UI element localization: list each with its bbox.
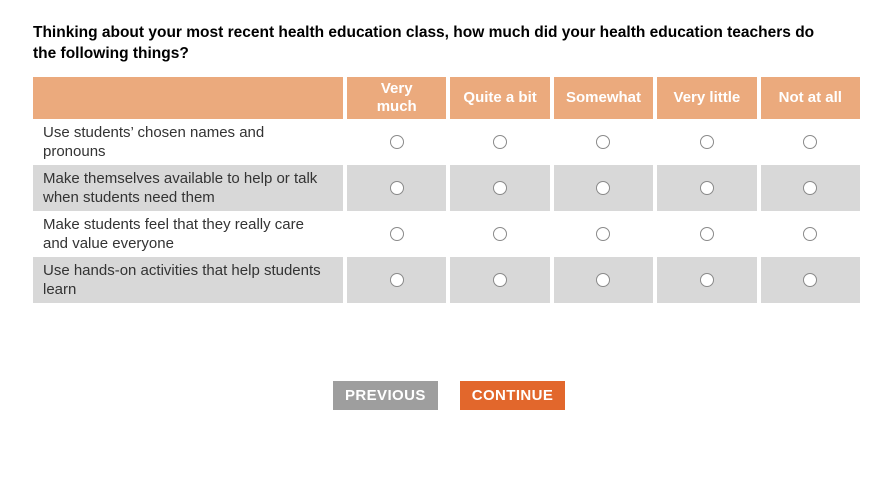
radio-r2-quite-a-bit[interactable] xyxy=(493,181,508,195)
row-label-really-care-value: Make students feel that they really care… xyxy=(33,211,343,257)
cell-r1-c5 xyxy=(760,119,860,165)
question-text: Thinking about your most recent health e… xyxy=(33,24,815,62)
radio-r2-not-at-all[interactable] xyxy=(803,181,818,195)
radio-r4-somewhat[interactable] xyxy=(596,273,611,287)
cell-r4-c4 xyxy=(657,257,757,303)
cell-r4-c2 xyxy=(450,257,550,303)
cell-r1-c4 xyxy=(657,119,757,165)
radio-r4-very-little[interactable] xyxy=(699,273,714,287)
column-header-not-at-all: Not at all xyxy=(760,77,860,119)
radio-r1-very-much[interactable] xyxy=(389,135,404,149)
row-label-hands-on-activities: Use hands-on activities that help studen… xyxy=(33,257,343,303)
column-header-somewhat: Somewhat xyxy=(553,77,654,119)
cell-r3-c2 xyxy=(450,211,550,257)
navigation-buttons: PREVIOUS CONTINUE xyxy=(333,381,893,410)
radio-r4-quite-a-bit[interactable] xyxy=(493,273,508,287)
cell-r3-c3 xyxy=(553,211,654,257)
row-label-available-to-help: Make themselves available to help or tal… xyxy=(33,165,343,211)
radio-r1-very-little[interactable] xyxy=(699,135,714,149)
cell-r2-c4 xyxy=(657,165,757,211)
column-header-very-much: Very much xyxy=(347,77,447,119)
radio-r3-not-at-all[interactable] xyxy=(803,227,818,241)
radio-r3-somewhat[interactable] xyxy=(596,227,611,241)
radio-r3-quite-a-bit[interactable] xyxy=(493,227,508,241)
cell-r2-c1 xyxy=(347,165,447,211)
cell-r1-c3 xyxy=(553,119,654,165)
radio-r4-very-much[interactable] xyxy=(389,273,404,287)
cell-r1-c2 xyxy=(450,119,550,165)
column-header-quite-a-bit: Quite a bit xyxy=(450,77,550,119)
radio-r3-very-little[interactable] xyxy=(699,227,714,241)
header-corner-cell xyxy=(33,77,343,119)
cell-r3-c5 xyxy=(760,211,860,257)
cell-r3-c4 xyxy=(657,211,757,257)
cell-r3-c1 xyxy=(347,211,447,257)
radio-r2-very-little[interactable] xyxy=(699,181,714,195)
cell-r1-c1 xyxy=(347,119,447,165)
column-header-very-little: Very little xyxy=(657,77,757,119)
radio-r2-somewhat[interactable] xyxy=(596,181,611,195)
radio-r4-not-at-all[interactable] xyxy=(803,273,818,287)
cell-r2-c2 xyxy=(450,165,550,211)
radio-r1-not-at-all[interactable] xyxy=(803,135,818,149)
continue-button[interactable]: CONTINUE xyxy=(459,381,566,410)
cell-r4-c3 xyxy=(553,257,654,303)
cell-r2-c5 xyxy=(760,165,860,211)
cell-r4-c5 xyxy=(760,257,860,303)
cell-r2-c3 xyxy=(553,165,654,211)
previous-button[interactable]: PREVIOUS xyxy=(333,381,438,410)
row-label-chosen-names-pronouns: Use students’ chosen names and pronouns xyxy=(33,119,343,165)
matrix-table: Very much Quite a bit Somewhat Very litt… xyxy=(33,77,860,303)
radio-r3-very-much[interactable] xyxy=(389,227,404,241)
cell-r4-c1 xyxy=(347,257,447,303)
radio-r1-somewhat[interactable] xyxy=(596,135,611,149)
radio-r1-quite-a-bit[interactable] xyxy=(493,135,508,149)
radio-r2-very-much[interactable] xyxy=(389,181,404,195)
